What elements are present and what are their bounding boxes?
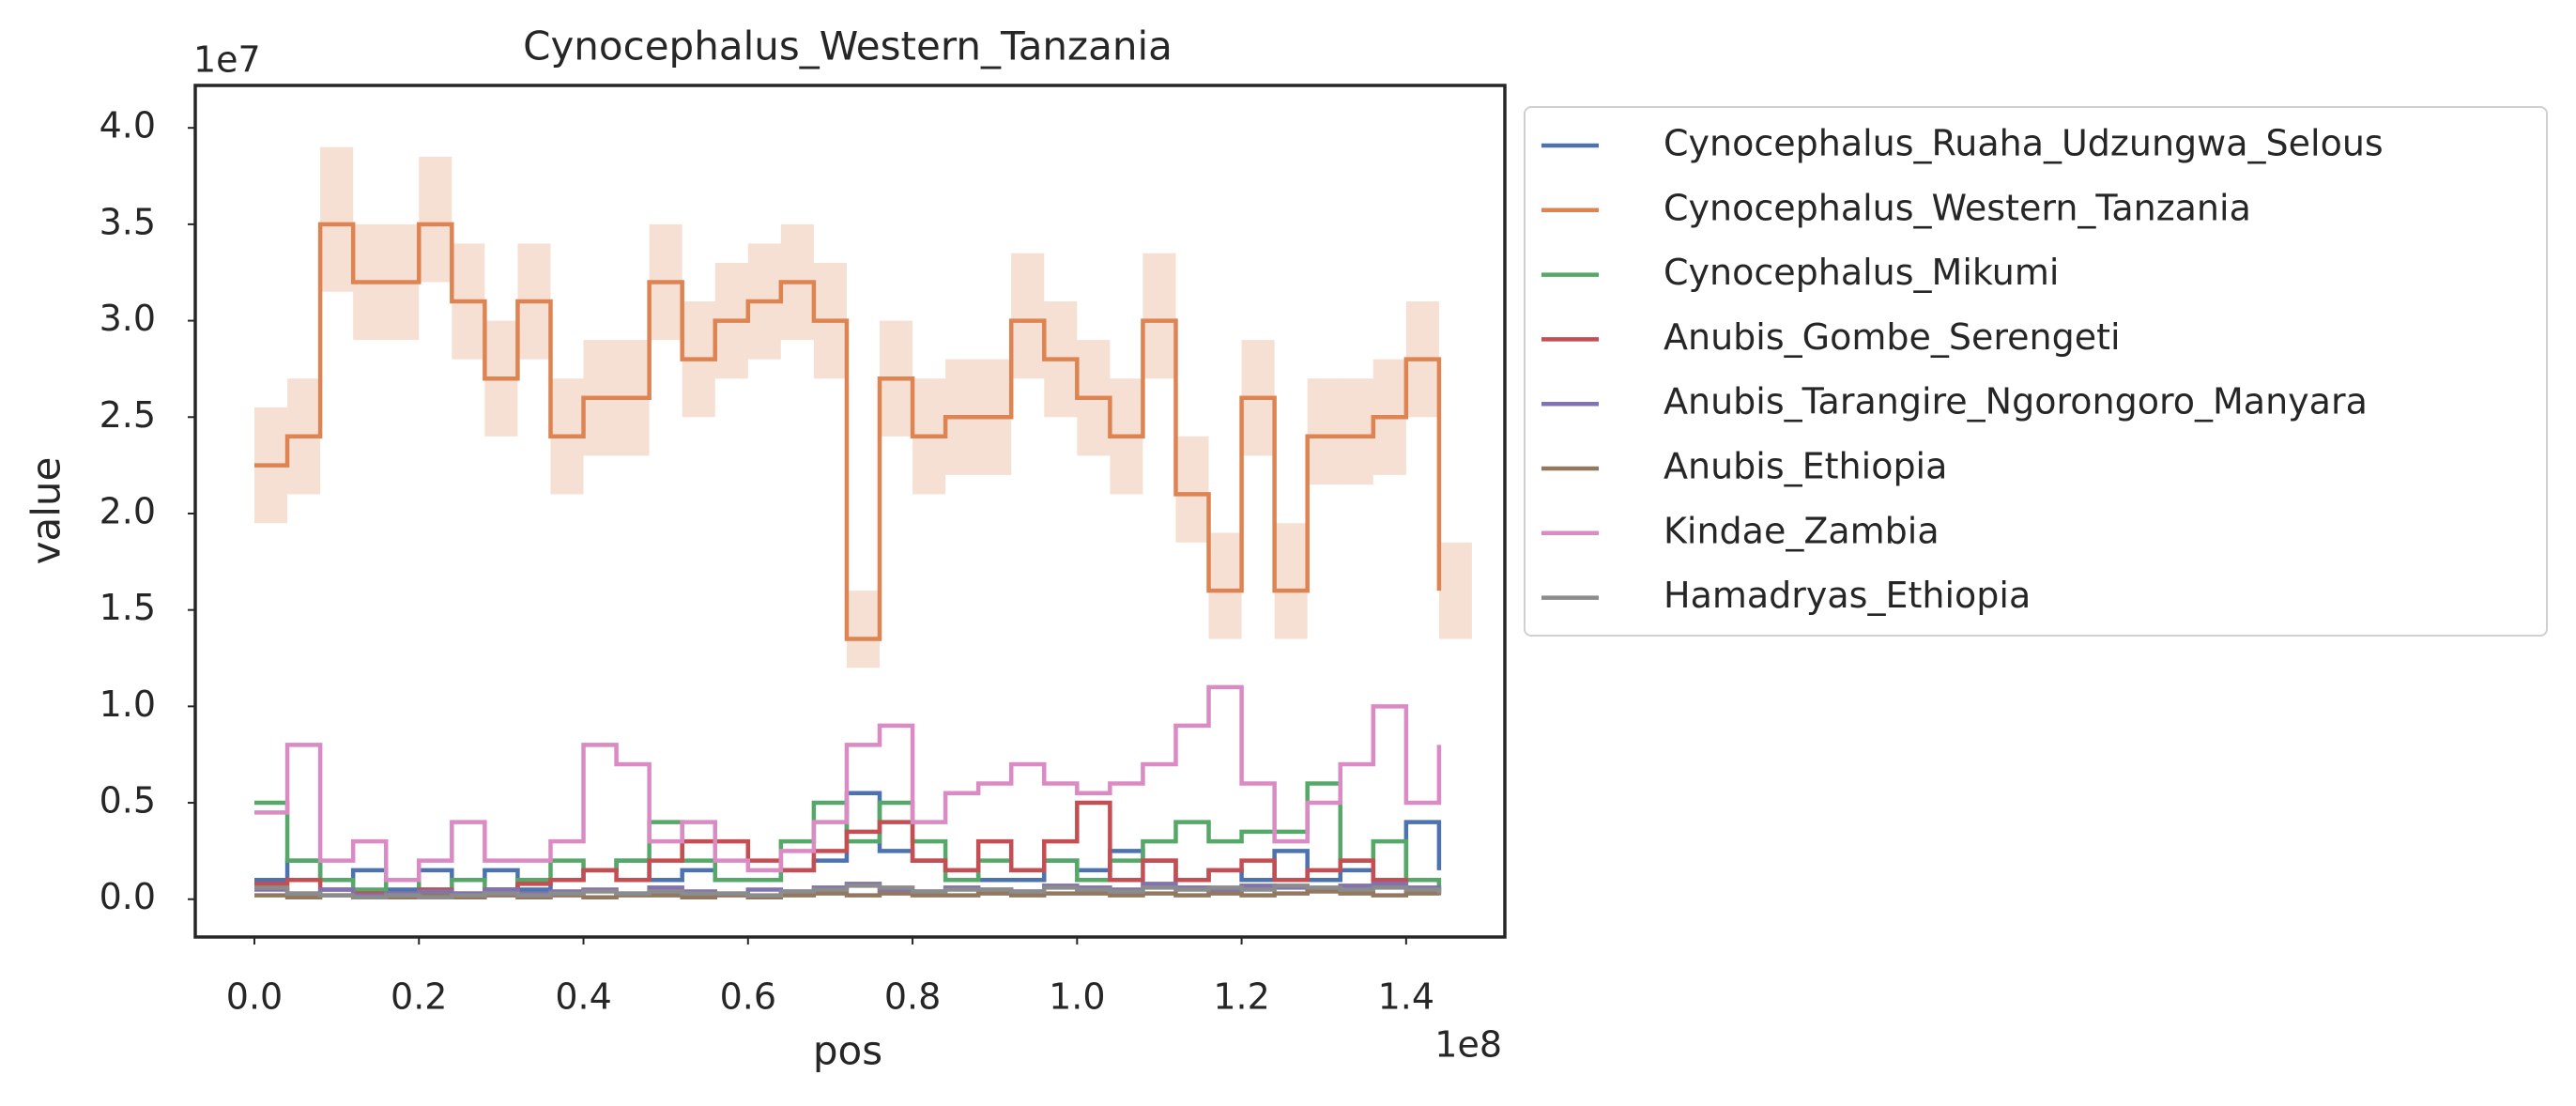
axes-frame	[193, 84, 1507, 939]
confidence-band	[1011, 253, 1045, 379]
y-offset-label: 1e7	[193, 39, 261, 81]
confidence-band	[1175, 436, 1209, 543]
x-tick-label: 1.4	[1378, 976, 1434, 1018]
legend-label: Cynocephalus_Western_Tanzania	[1664, 187, 2251, 228]
y-tick-label: 0.5	[100, 780, 156, 822]
x-offset-label: 1e8	[1434, 1024, 1502, 1066]
x-tick-label: 1.2	[1213, 976, 1269, 1018]
confidence-band	[1274, 523, 1308, 639]
confidence-band	[1340, 378, 1373, 485]
y-tick-label: 4.0	[100, 105, 156, 146]
y-tick-label: 3.0	[100, 298, 156, 339]
confidence-band	[320, 146, 354, 292]
x-tick-label: 0.8	[884, 976, 941, 1018]
series-line	[254, 222, 1442, 641]
legend-label: Cynocephalus_Ruaha_Udzungwa_Selous	[1664, 123, 2384, 164]
confidence-band	[846, 591, 881, 668]
x-tick-label: 1.0	[1049, 976, 1105, 1018]
x-tick-label: 0.6	[720, 976, 776, 1018]
confidence-band	[1208, 532, 1242, 639]
chart-title: Cynocephalus_Western_Tanzania	[523, 23, 1173, 69]
confidence-band	[1142, 253, 1176, 379]
x-tick-label: 0.0	[226, 976, 283, 1018]
series-line	[254, 684, 1442, 883]
x-tick-label: 0.4	[555, 976, 611, 1018]
y-tick-label: 2.0	[100, 490, 156, 531]
x-axis-label: pos	[813, 1028, 882, 1074]
y-tick-label: 2.5	[100, 394, 156, 436]
legend-label: Hamadryas_Ethiopia	[1664, 575, 2031, 616]
y-tick-label: 1.0	[100, 684, 156, 725]
confidence-band	[1438, 542, 1472, 639]
y-tick-label: 0.0	[100, 876, 156, 917]
legend-label: Cynocephalus_Mikumi	[1664, 252, 2059, 293]
legend-label: Kindae_Zambia	[1664, 510, 1940, 551]
y-tick-label: 1.5	[100, 587, 156, 628]
plot-area	[254, 146, 1472, 899]
legend-box	[1524, 106, 2548, 637]
series-line	[254, 883, 1442, 899]
legend-label: Anubis_Gombe_Serengeti	[1664, 316, 2121, 358]
x-tick-label: 0.2	[391, 976, 447, 1018]
y-axis-label: value	[23, 457, 69, 565]
legend-label: Anubis_Ethiopia	[1664, 446, 1947, 487]
legend: Cynocephalus_Ruaha_Udzungwa_Selous Cynoce…	[1524, 106, 2548, 637]
y-tick-label: 3.5	[100, 201, 156, 242]
legend-label: Anubis_Tarangire_Ngorongoro_Manyara	[1664, 381, 2368, 422]
confidence-band	[1307, 378, 1341, 485]
confidence-band	[419, 156, 452, 283]
